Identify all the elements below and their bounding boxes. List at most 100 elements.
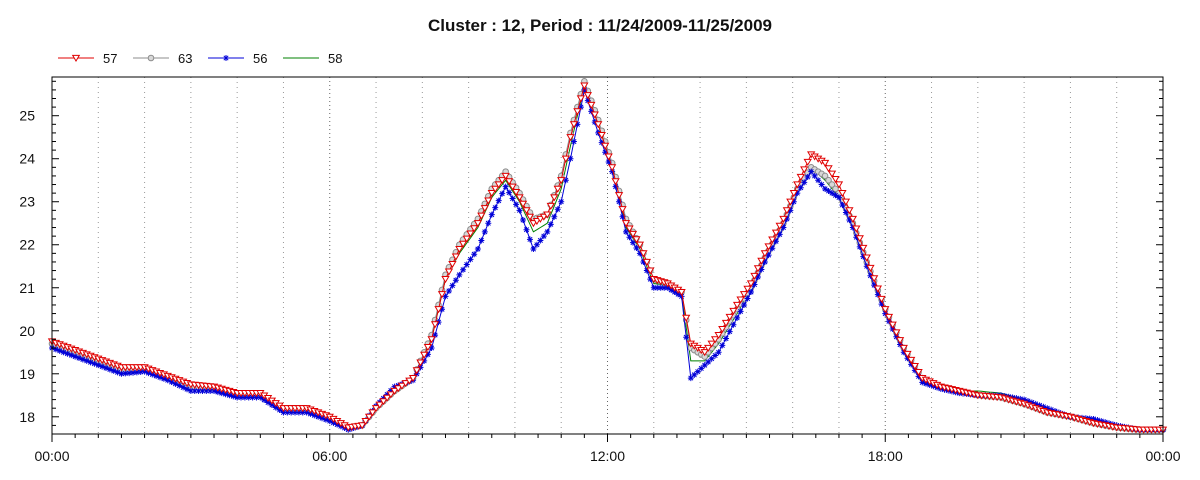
y-tick-label: 24 [19,151,35,167]
data-point [635,241,645,249]
data-point [787,207,794,214]
data-point [484,197,493,205]
data-point [835,194,842,201]
data-point [629,239,636,246]
data-point [137,368,144,375]
x-tick-label: 06:00 [312,448,347,464]
data-point [769,245,776,252]
data-point [502,183,509,190]
data-point [430,321,440,329]
data-point [628,230,638,238]
data-point [820,159,830,168]
data-point [420,351,429,359]
data-point [495,197,502,204]
data-point [874,291,881,298]
data-point [904,355,911,362]
data-point [1102,419,1109,426]
data-point [222,391,229,398]
data-point [364,413,374,421]
data-point [790,198,797,205]
data-point [725,313,734,321]
data-point [76,355,83,362]
data-point [386,391,396,399]
data-point [636,250,643,257]
data-point [580,82,589,90]
data-point [678,293,685,300]
data-point [605,158,612,165]
data-point [609,168,616,175]
data-point [856,243,863,250]
data-point [570,138,577,145]
data-point [623,228,630,235]
data-point [466,230,475,238]
data-point [808,168,815,175]
data-point [885,318,892,325]
data-point [730,321,737,328]
data-point [750,272,759,280]
data-point [307,410,314,417]
data-point [771,229,781,237]
data-point [387,387,394,394]
legend-label: 57 [103,51,117,66]
data-point [877,295,886,303]
data-point [501,172,510,180]
data-point [1009,394,1016,401]
data-point [261,396,268,403]
data-point [118,370,125,377]
data-point [573,108,582,116]
data-point [643,267,650,274]
data-point [889,326,896,333]
data-point [551,213,558,220]
data-point [632,236,641,244]
data-point [574,121,581,128]
data-point [838,190,847,198]
data-point [455,245,464,254]
data-point [540,233,547,240]
data-point [110,367,117,374]
data-point [804,174,811,181]
data-point [567,155,574,162]
data-point [141,368,148,375]
data-point [544,228,551,235]
data-point [195,387,202,394]
legend-item-58: 58 [283,51,342,66]
data-point [852,225,861,233]
data-point [683,334,690,341]
data-point [757,257,766,265]
data-point [526,236,533,243]
data-point [518,200,528,208]
data-point [303,409,310,416]
data-point [368,409,377,417]
data-point [56,347,63,354]
data-point [87,359,94,366]
data-point [863,263,870,270]
data-point [401,380,410,388]
data-point [522,207,531,215]
data-point [853,234,860,241]
data-point [361,417,370,426]
data-point [265,399,272,406]
data-point [796,173,805,181]
data-point [726,328,733,335]
data-point [180,384,187,391]
data-point [911,367,918,374]
data-point [710,336,720,344]
data-point [299,409,306,416]
data-point [621,220,631,228]
data-point [211,387,218,394]
data-point [207,387,214,394]
data-point [1021,396,1028,403]
data-point [536,215,545,223]
data-point [311,412,318,419]
data-point [226,392,233,399]
data-point [797,184,804,191]
data-point [547,221,554,228]
data-point [765,252,772,259]
data-point [746,280,756,288]
data-point [506,189,513,196]
series-markers-63 [48,78,1167,433]
data-point [508,183,517,191]
data-point [149,371,156,378]
data-point [818,181,825,188]
data-point [1090,415,1097,422]
